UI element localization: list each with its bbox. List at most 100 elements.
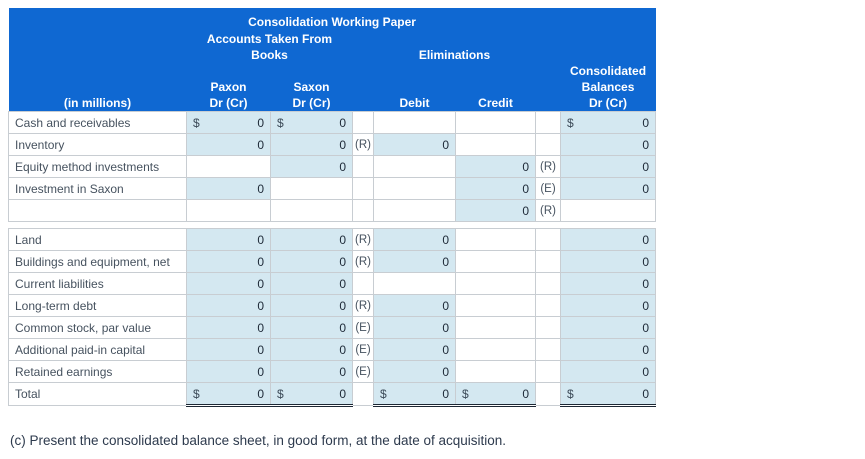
header-spacer	[535, 47, 561, 63]
paxon-amount-cell[interactable]: 0	[186, 177, 271, 200]
debit-ref-cell	[352, 155, 374, 178]
table-title: Consolidation Working Paper	[8, 8, 656, 31]
consolidated-amount-cell[interactable]: 0	[559, 294, 657, 317]
paxon-column-label: Paxon	[186, 79, 271, 95]
credit-ref-cell	[535, 111, 561, 134]
cell-value: 0	[257, 181, 264, 196]
debit-ref-cell: (E)	[352, 360, 374, 383]
debit-amount-cell[interactable]: 0	[373, 316, 456, 339]
consolidated-amount-cell[interactable]: 0	[559, 338, 657, 361]
dollar-sign: $	[567, 386, 574, 401]
paxon-amount-cell[interactable]: 0	[186, 133, 271, 156]
account-label: Total	[8, 382, 187, 406]
paxon-amount-cell[interactable]: 0	[186, 228, 271, 251]
saxon-amount-cell[interactable]: 0	[270, 360, 353, 383]
cell-value: 0	[257, 276, 264, 291]
credit-amount-cell[interactable]: 0	[455, 155, 536, 178]
header-spacer	[560, 47, 656, 63]
debit-ref-cell: (R)	[352, 228, 374, 251]
paxon-amount-cell[interactable]: $0	[186, 111, 271, 134]
consolidated-amount-cell[interactable]: 0	[559, 133, 657, 156]
dollar-sign: $	[193, 115, 200, 130]
table-header: Consolidation Working Paper Accounts Tak…	[8, 8, 656, 112]
account-label: Retained earnings	[8, 360, 187, 383]
credit-amount-cell[interactable]: 0	[455, 199, 536, 222]
debit-amount-cell[interactable]: 0	[373, 294, 456, 317]
saxon-amount-cell[interactable]: 0	[270, 294, 353, 317]
paxon-amount-cell[interactable]: 0	[186, 338, 271, 361]
account-label: Inventory	[8, 133, 187, 156]
paxon-amount-cell[interactable]: 0	[186, 360, 271, 383]
cell-value: 0	[339, 115, 346, 130]
header-group-row-3: Consolidated	[8, 63, 656, 79]
debit-ref-cell	[352, 272, 374, 295]
saxon-amount-cell[interactable]: 0	[270, 338, 353, 361]
account-label: Equity method investments	[8, 155, 187, 178]
paxon-amount-cell[interactable]: 0	[186, 294, 271, 317]
paxon-amount-cell[interactable]: $0	[186, 382, 271, 407]
credit-amount-cell[interactable]: 0	[455, 177, 536, 200]
credit-ref-cell: (R)	[535, 199, 561, 222]
credit-amount-cell	[455, 338, 536, 361]
dollar-sign: $	[193, 386, 200, 401]
credit-amount-cell[interactable]: $0	[455, 382, 536, 407]
table-row: Long-term debt 0 0 (R) 0 0	[8, 294, 657, 317]
saxon-amount-cell[interactable]: 0	[270, 272, 353, 295]
consolidated-amount-cell[interactable]: 0	[559, 177, 657, 200]
credit-amount-cell	[455, 294, 536, 317]
header-company-row: Paxon Saxon Balances	[8, 79, 656, 95]
consolidated-amount-cell	[559, 199, 657, 222]
debit-amount-cell[interactable]: 0	[373, 250, 456, 273]
cell-value: 0	[257, 386, 264, 401]
saxon-amount-cell[interactable]: 0	[270, 133, 353, 156]
books-group-label-line2: Books	[186, 47, 353, 63]
header-spacer	[352, 95, 374, 112]
consolidated-amount-cell[interactable]: 0	[559, 360, 657, 383]
consolidated-amount-cell[interactable]: $0	[559, 111, 657, 134]
cell-value: 0	[257, 342, 264, 357]
debit-ref-cell: (R)	[352, 250, 374, 273]
debit-amount-cell[interactable]: $0	[373, 382, 456, 407]
account-label	[8, 199, 187, 222]
credit-ref-cell	[535, 338, 561, 361]
consolidated-amount-cell[interactable]: 0	[559, 155, 657, 178]
debit-amount-cell[interactable]: 0	[373, 338, 456, 361]
debit-amount-cell	[373, 155, 456, 178]
cell-value: 0	[257, 298, 264, 313]
cell-value: 0	[522, 181, 529, 196]
credit-ref-cell	[535, 382, 561, 406]
paxon-amount-cell[interactable]: 0	[186, 272, 271, 295]
saxon-amount-cell[interactable]: $0	[270, 111, 353, 134]
cell-value: 0	[642, 232, 650, 247]
saxon-amount-cell[interactable]: $0	[270, 382, 353, 407]
cell-value: 0	[339, 342, 346, 357]
credit-amount-cell	[455, 316, 536, 339]
consolidated-amount-cell[interactable]: 0	[559, 228, 657, 251]
dollar-sign: $	[567, 115, 574, 130]
saxon-amount-cell[interactable]: 0	[270, 228, 353, 251]
debit-amount-cell[interactable]: 0	[373, 360, 456, 383]
credit-amount-cell	[455, 272, 536, 295]
paxon-amount-cell[interactable]: 0	[186, 250, 271, 273]
consolidated-amount-cell[interactable]: 0	[559, 316, 657, 339]
saxon-amount-cell[interactable]: 0	[270, 155, 353, 178]
credit-amount-cell	[455, 111, 536, 134]
debit-amount-cell[interactable]: 0	[373, 228, 456, 251]
debit-amount-cell	[373, 272, 456, 295]
cell-value: 0	[522, 386, 529, 401]
account-label: Investment in Saxon	[8, 177, 187, 200]
consolidated-amount-cell[interactable]: $0	[559, 382, 657, 407]
consolidated-amount-cell[interactable]: 0	[559, 250, 657, 273]
header-spacer	[8, 63, 561, 79]
paxon-amount-cell[interactable]: 0	[186, 316, 271, 339]
saxon-amount-cell[interactable]: 0	[270, 250, 353, 273]
worksheet-body: Cash and receivables $0 $0 $0 Inventory 0 0 (R)…	[8, 111, 657, 407]
consolidated-amount-cell[interactable]: 0	[559, 272, 657, 295]
saxon-amount-cell[interactable]: 0	[270, 316, 353, 339]
header-spacer	[352, 31, 656, 47]
cell-value: 0	[339, 298, 346, 313]
credit-column-label: Credit	[455, 95, 536, 112]
debit-column-label: Debit	[373, 95, 456, 112]
debit-amount-cell[interactable]: 0	[373, 133, 456, 156]
debit-ref-cell	[352, 382, 374, 406]
